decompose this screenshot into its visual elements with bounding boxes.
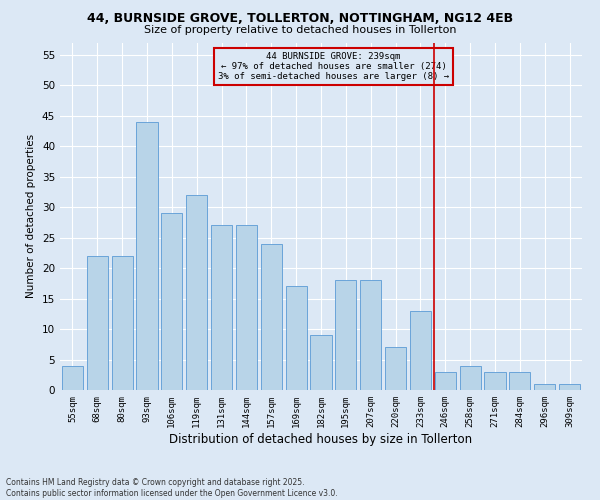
Text: 44 BURNSIDE GROVE: 239sqm
← 97% of detached houses are smaller (274)
3% of semi-: 44 BURNSIDE GROVE: 239sqm ← 97% of detac… xyxy=(218,52,449,82)
Bar xyxy=(460,366,481,390)
Bar xyxy=(136,122,158,390)
Bar xyxy=(261,244,282,390)
Bar xyxy=(509,372,530,390)
Bar xyxy=(161,213,182,390)
Text: Size of property relative to detached houses in Tollerton: Size of property relative to detached ho… xyxy=(144,25,456,35)
Bar xyxy=(484,372,506,390)
Bar xyxy=(435,372,456,390)
Text: 44, BURNSIDE GROVE, TOLLERTON, NOTTINGHAM, NG12 4EB: 44, BURNSIDE GROVE, TOLLERTON, NOTTINGHA… xyxy=(87,12,513,26)
Bar xyxy=(310,335,332,390)
Bar xyxy=(87,256,108,390)
Bar xyxy=(559,384,580,390)
Y-axis label: Number of detached properties: Number of detached properties xyxy=(26,134,37,298)
Bar xyxy=(385,348,406,390)
Bar xyxy=(62,366,83,390)
Bar xyxy=(410,310,431,390)
Bar xyxy=(211,226,232,390)
X-axis label: Distribution of detached houses by size in Tollerton: Distribution of detached houses by size … xyxy=(169,432,473,446)
Bar xyxy=(286,286,307,390)
Bar xyxy=(186,195,207,390)
Bar xyxy=(360,280,381,390)
Bar xyxy=(236,226,257,390)
Text: Contains HM Land Registry data © Crown copyright and database right 2025.
Contai: Contains HM Land Registry data © Crown c… xyxy=(6,478,338,498)
Bar xyxy=(534,384,555,390)
Bar xyxy=(335,280,356,390)
Bar xyxy=(112,256,133,390)
